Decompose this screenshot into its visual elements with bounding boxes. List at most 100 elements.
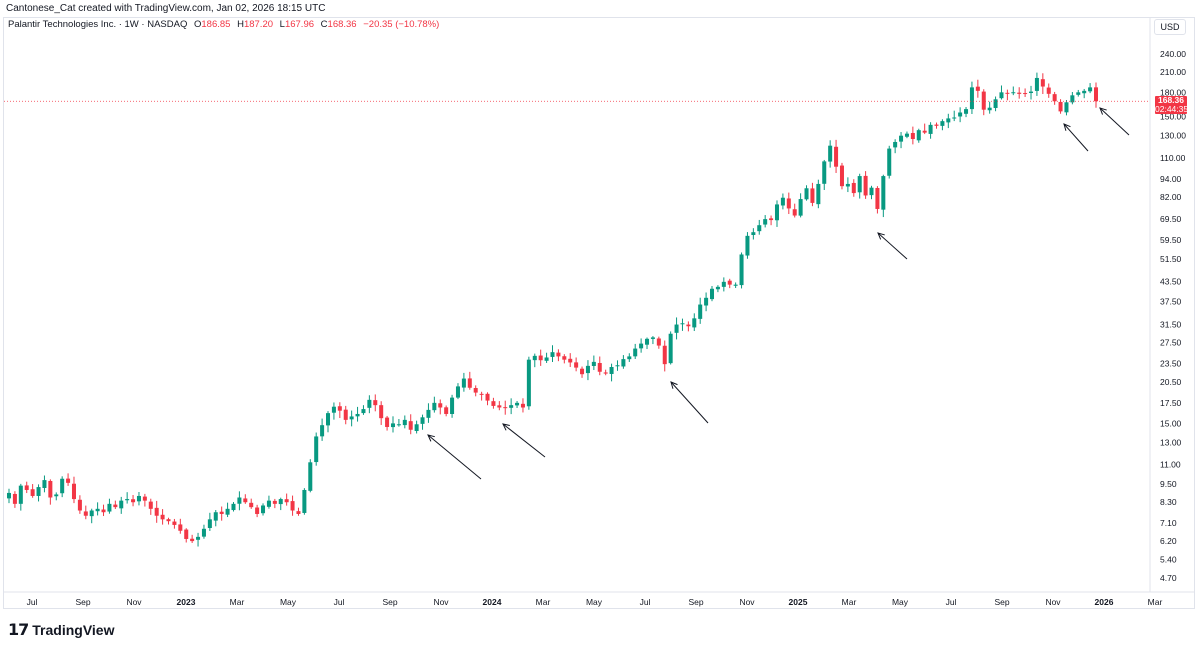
candle-body: [314, 436, 319, 463]
candle-body: [101, 509, 106, 513]
annotation-arrow: [1063, 123, 1089, 152]
candle-body: [225, 508, 230, 515]
x-tick-label: Jul: [334, 597, 345, 607]
candle-body: [774, 204, 779, 221]
annotation-arrow: [670, 381, 709, 424]
candle-body: [284, 499, 289, 503]
price-change: −20.35 (−10.78%): [363, 19, 440, 30]
candle-body: [899, 135, 904, 142]
candle-body: [603, 372, 608, 374]
candle-body: [278, 499, 283, 505]
candle-body: [131, 499, 136, 503]
y-tick-label: 5.40: [1160, 555, 1177, 565]
candle-body: [136, 495, 141, 502]
candle-body: [1064, 102, 1069, 113]
candle-body: [178, 524, 183, 531]
candle-body: [60, 478, 65, 494]
candle-body: [538, 355, 543, 361]
candle-body: [18, 485, 23, 504]
tradingview-logo[interactable]: 17 TradingView: [8, 620, 114, 639]
candle-body: [1017, 92, 1022, 94]
ohlc-open: O186.85: [193, 19, 231, 30]
candle-body: [184, 529, 189, 539]
candle-body: [455, 386, 460, 398]
candle-body: [196, 536, 201, 540]
candle-body: [851, 182, 856, 194]
candle-body: [12, 493, 17, 504]
candle-body: [940, 121, 945, 126]
candle-body: [828, 145, 833, 162]
candle-body: [515, 402, 520, 406]
candle-body: [792, 209, 797, 216]
chart-credit: Cantonese_Cat created with TradingView.c…: [6, 3, 326, 14]
annotation-arrowhead: [1099, 107, 1107, 115]
candle-body: [450, 397, 455, 415]
candle-body: [249, 502, 254, 508]
candle-body: [1023, 93, 1028, 95]
x-tick-label: Mar: [842, 597, 857, 607]
y-tick-label: 6.20: [1160, 536, 1177, 546]
candle-body: [727, 280, 732, 285]
candle-body: [320, 425, 325, 437]
candle-body: [367, 399, 372, 408]
tradingview-logo-text: TradingView: [32, 621, 115, 638]
candle-body: [237, 497, 242, 504]
candle-body: [633, 348, 638, 357]
candle-body: [964, 109, 969, 114]
x-tick-label: Sep: [75, 597, 90, 607]
candle-body: [692, 318, 697, 328]
y-tick-label: 9.50: [1160, 479, 1177, 489]
candle-body: [786, 198, 791, 209]
candle-body: [148, 501, 153, 509]
candle-body: [881, 176, 886, 210]
candle-body: [580, 368, 585, 375]
candle-body: [426, 409, 431, 418]
candle-body: [113, 504, 118, 508]
currency-button[interactable]: USD: [1154, 19, 1186, 35]
candle-body: [125, 499, 130, 501]
candle-body: [562, 356, 567, 360]
candle-body: [1076, 92, 1081, 95]
candle-body: [95, 508, 100, 512]
x-tick-label: Nov: [433, 597, 449, 607]
x-tick-label: 2024: [483, 597, 502, 607]
candle-body: [66, 478, 71, 483]
last-price-value: 168.36: [1158, 95, 1184, 105]
candle-body: [467, 378, 472, 388]
candle-body: [981, 91, 986, 110]
candle-body: [190, 538, 195, 542]
candle-body: [207, 519, 212, 529]
candle-body: [373, 400, 378, 406]
y-tick-label: 11.00: [1160, 460, 1181, 470]
y-tick-label: 37.50: [1160, 296, 1182, 306]
candle-body: [1046, 87, 1051, 94]
candle-body: [266, 500, 271, 507]
candle-body: [680, 323, 685, 325]
candle-body: [839, 165, 844, 187]
candle-body: [1029, 91, 1034, 93]
candle-body: [231, 503, 236, 511]
candle-body: [591, 361, 596, 366]
candle-body: [544, 357, 549, 361]
x-tick-label: May: [892, 597, 909, 607]
candle-body: [1070, 95, 1075, 103]
candle-body: [331, 406, 336, 413]
candle-body: [733, 284, 738, 286]
candle-body: [296, 511, 301, 514]
x-tick-label: Nov: [126, 597, 142, 607]
symbol-legend[interactable]: Palantir Technologies Inc. · 1W · NASDAQ…: [8, 19, 439, 30]
x-tick-label: Nov: [739, 597, 755, 607]
candle-body: [893, 141, 898, 148]
candle-body: [243, 498, 248, 503]
candle-body: [438, 403, 443, 408]
candle-body: [302, 489, 307, 513]
candle-body: [751, 232, 756, 235]
y-tick-label: 8.30: [1160, 497, 1177, 507]
annotation-arrowhead: [670, 381, 678, 389]
candle-body: [503, 407, 508, 409]
x-tick-label: Nov: [1045, 597, 1061, 607]
candle-body: [993, 99, 998, 108]
x-tick-label: Jul: [640, 597, 651, 607]
ohlc-close: C168.36: [320, 19, 357, 30]
